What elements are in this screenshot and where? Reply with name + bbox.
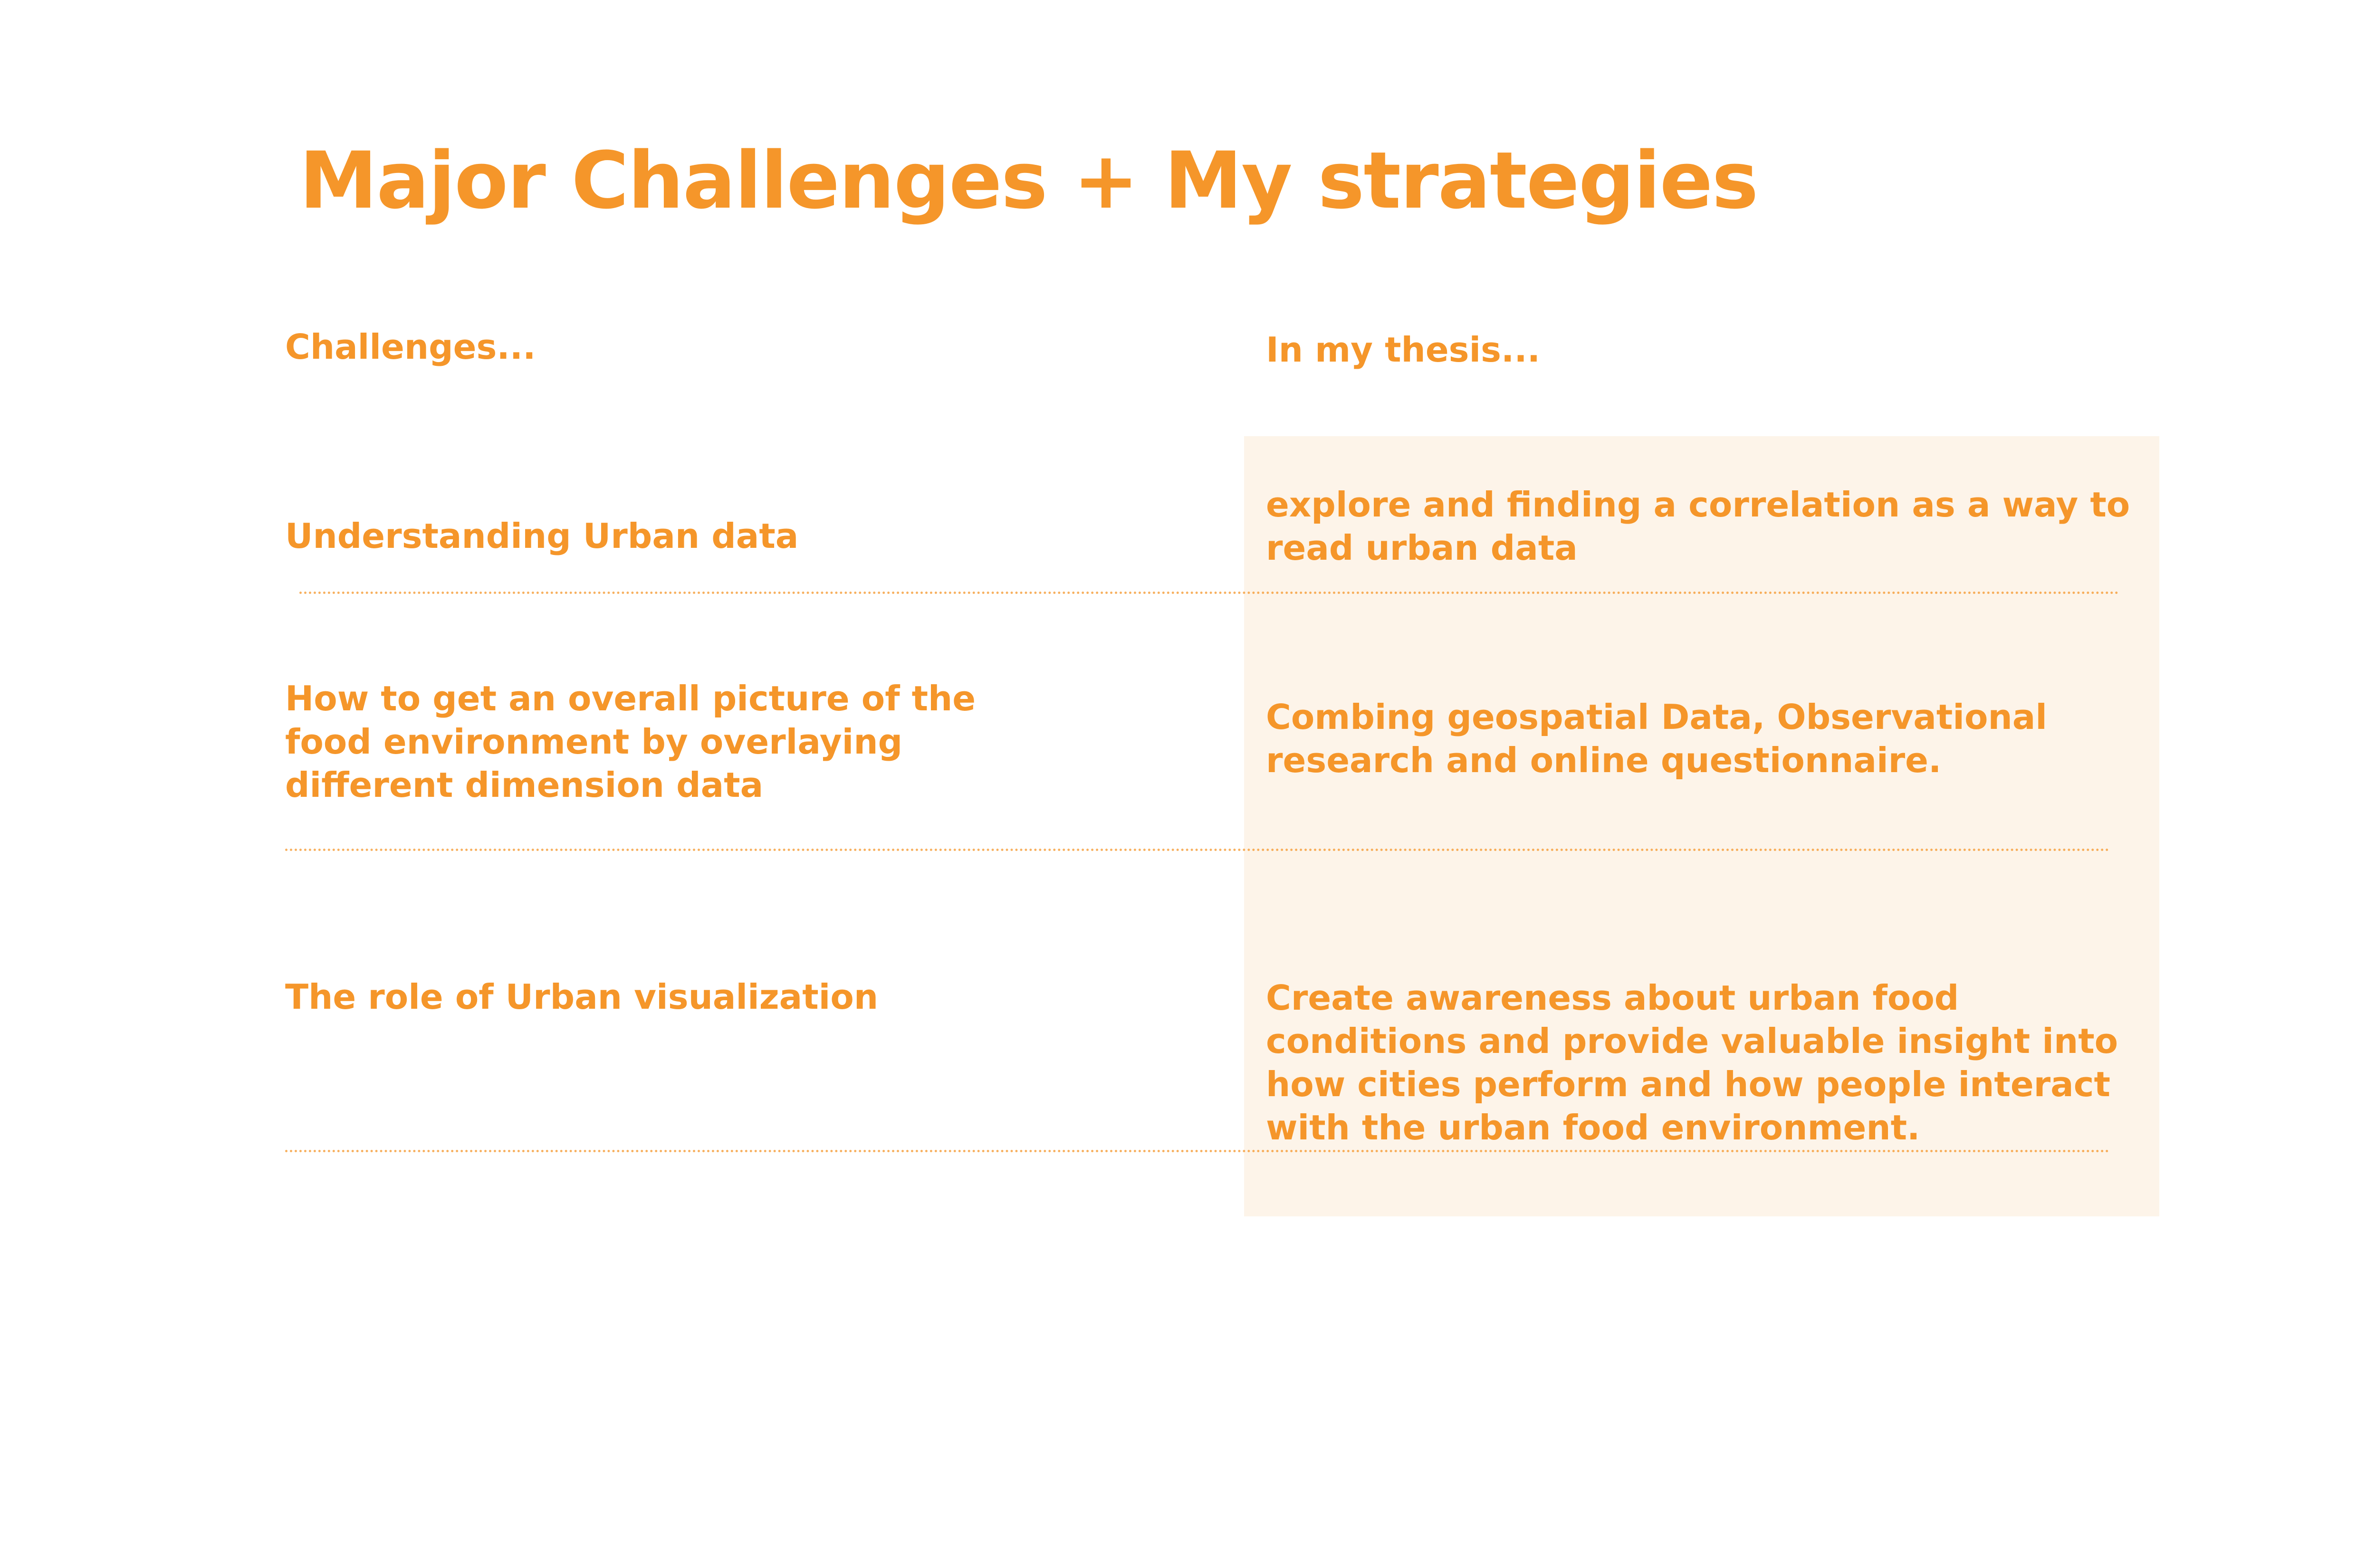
challenge-1-text: Understanding Urban data (285, 516, 799, 556)
strategy-2-text: Combing geospatial Data, Observational r… (1266, 697, 2047, 780)
thesis-column-header: In my thesis... (1266, 330, 1541, 370)
challenge-2-text: How to get an overall picture of the foo… (285, 679, 976, 805)
strategy-1-text: explore and finding a correlation as a w… (1266, 485, 2130, 568)
strategy-3-text: Create awareness about urban food condit… (1266, 978, 2118, 1147)
challenge-3-text: The role of Urban visualization (285, 977, 879, 1017)
page-title: Major Challenges + My strategies (299, 135, 1759, 226)
row-divider-1 (299, 592, 2119, 594)
row-divider-2 (285, 849, 2110, 851)
strategy-column-panel (1244, 436, 2159, 1216)
challenges-column-header: Challenges... (285, 327, 536, 367)
row-divider-3 (285, 1150, 2110, 1152)
